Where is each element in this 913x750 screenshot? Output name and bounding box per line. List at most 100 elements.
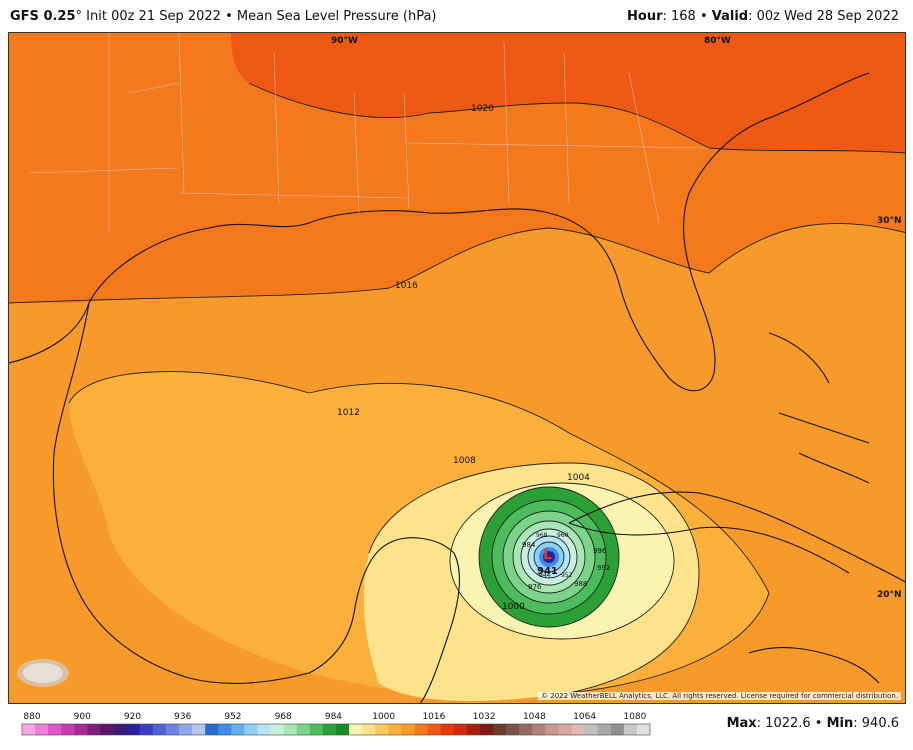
isobar-1012 <box>68 371 770 694</box>
legend-swatch <box>270 724 284 735</box>
isobar-1004 <box>449 482 675 640</box>
legend-swatch <box>362 724 376 735</box>
legend-swatch <box>532 724 546 735</box>
isobar-label-1004: 1004 <box>567 473 590 483</box>
legend-swatch <box>558 724 572 735</box>
isobar-label-968: 968 <box>536 532 548 539</box>
legend-tick-label: 968 <box>275 712 292 722</box>
legend-tick-label: 952 <box>224 712 241 722</box>
isobar-label-988: 988 <box>574 580 587 588</box>
legend-swatch <box>192 724 206 735</box>
legend-swatch <box>545 724 559 735</box>
lon-label-80w: 80°W <box>704 36 731 46</box>
legend-swatch <box>244 724 258 735</box>
mexico-coast <box>52 302 460 703</box>
legend-colorbar: 880 900 920 936 952 968 984 1000 1016 1032 1048 106… <box>21 712 651 736</box>
coastlines <box>9 72 905 703</box>
max-value: : 1022.6 • <box>756 716 827 731</box>
lat-label-20n: 20°N <box>877 590 902 600</box>
legend-swatch <box>179 724 193 735</box>
legend-swatch <box>100 724 114 735</box>
bahamas-coast <box>768 332 870 484</box>
legend-swatch <box>453 724 468 735</box>
isobar-label-1000: 1000 <box>502 602 525 612</box>
legend-swatch <box>61 724 75 735</box>
valid-value: : 00z Wed 28 Sep 2022 <box>748 9 899 24</box>
gulf-coast-north <box>9 72 870 392</box>
map-canvas: 1020 1016 1012 1008 1004 1000 996 992 98… <box>9 33 905 703</box>
isobar-996 <box>491 499 607 615</box>
hour-value: : 168 • <box>662 9 712 24</box>
isobar-1000 <box>478 486 620 628</box>
legend-swatch <box>152 724 167 735</box>
legend-swatch <box>466 724 481 735</box>
legend-swatch <box>35 724 49 735</box>
legend-swatch <box>506 724 520 735</box>
low-pressure-symbol: L <box>543 547 552 563</box>
legend-swatch <box>231 724 245 735</box>
legend-swatch <box>205 724 219 735</box>
model-name: GFS 0.25 <box>10 9 76 24</box>
valid-label: Valid <box>711 9 749 24</box>
legend-tick-label: 1064 <box>573 712 596 722</box>
shading-1016-1020-west <box>9 33 231 73</box>
cuba-south-coast <box>568 522 850 574</box>
legend-swatch <box>87 724 101 735</box>
legend-swatch <box>296 724 311 735</box>
isobar-label-1016: 1016 <box>395 281 418 291</box>
legend-swatch <box>519 724 533 735</box>
min-label: Min <box>826 716 854 731</box>
shading-above-1020 <box>231 33 905 153</box>
valid-time: Hour: 168 • Valid: 00z Wed 28 Sep 2022 <box>627 9 899 24</box>
isobar-label-996: 996 <box>593 547 607 555</box>
legend-swatch <box>584 724 598 735</box>
legend-swatch <box>493 724 507 735</box>
legend-tick-label: 920 <box>124 712 141 722</box>
legend-swatch <box>336 724 350 735</box>
legend-swatch <box>165 724 180 735</box>
pressure-map[interactable]: 1020 1016 1012 1008 1004 1000 996 992 98… <box>8 32 906 704</box>
legend-swatch <box>257 724 271 735</box>
isobar-1008 <box>368 462 700 694</box>
isobar-label-992: 992 <box>597 564 610 572</box>
isobar-lines <box>9 82 905 694</box>
degree-symbol: ° <box>75 9 83 24</box>
max-label: Max <box>726 716 757 731</box>
pressure-legend: 880 900 920 936 952 968 984 1000 1016 1032 1048 106… <box>0 706 913 750</box>
state-borders <box>28 33 710 233</box>
legend-swatch <box>623 724 638 735</box>
header-bar: GFS 0.25° Init 00z 21 Sep 2022 • Mean Se… <box>0 0 913 32</box>
isobar-label-952: 952 <box>561 572 573 579</box>
cuba-coast <box>568 491 905 583</box>
legend-swatch <box>74 724 88 735</box>
legend-tick-label: 1000 <box>372 712 395 722</box>
isobar-label-1020: 1020 <box>471 104 494 114</box>
max-min-summary: Max: 1022.6 • Min: 940.6 <box>727 716 899 731</box>
graticule-labels: 90°W 80°W 30°N 20°N <box>331 36 902 600</box>
legend-tick-label: 1032 <box>473 712 496 722</box>
legend-swatch <box>401 724 415 735</box>
isobar-984 <box>520 528 578 586</box>
legend-swatch <box>218 724 232 735</box>
copyright-notice: © 2022 WeatherBELL Analytics, LLC. All r… <box>538 692 901 700</box>
legend-tick-label: 880 <box>23 712 40 722</box>
min-value: : 940.6 <box>853 716 899 731</box>
legend-swatch <box>636 724 651 735</box>
legend-swatch <box>322 724 337 735</box>
isobar-1020 <box>248 82 905 154</box>
legend-tick-label: 1016 <box>422 712 445 722</box>
isobar-988 <box>512 520 586 594</box>
legend-tick-label: 936 <box>174 712 191 722</box>
legend-swatch <box>610 724 625 735</box>
legend-swatch <box>375 724 389 735</box>
legend-swatch <box>349 724 363 735</box>
legend-tick-label: 900 <box>74 712 91 722</box>
weatherbell-logo <box>15 653 105 693</box>
legend-swatch <box>48 724 62 735</box>
isobar-label-944: 944 <box>539 572 551 579</box>
jamaica-coast <box>748 647 880 684</box>
legend-swatch <box>283 724 298 735</box>
isobar-976 <box>527 535 571 579</box>
isobar-label-1012: 1012 <box>337 408 360 418</box>
lat-label-30n: 30°N <box>877 216 902 226</box>
